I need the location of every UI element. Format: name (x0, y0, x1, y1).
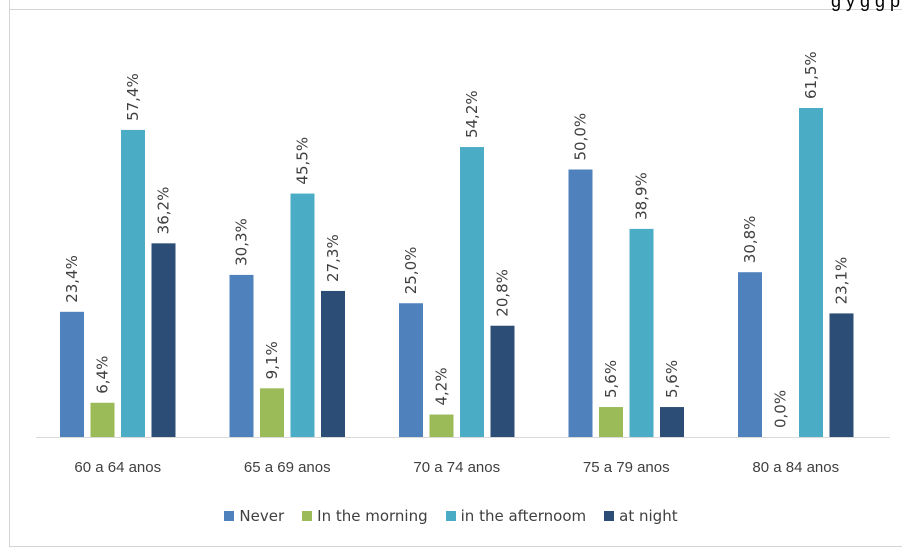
data-label: 23,4% (63, 255, 81, 303)
data-label: 20,8% (494, 269, 512, 317)
bar-in-the-afternoom-3 (629, 228, 654, 437)
bar-at-night-0 (151, 243, 176, 437)
bar-in-the-morning-0 (90, 402, 115, 437)
data-label: 27,3% (324, 234, 342, 282)
legend-item: Never (224, 507, 284, 525)
legend-item: in the afternoom (445, 506, 587, 525)
legend-item: In the morning (302, 506, 428, 525)
bar-never-1 (229, 274, 254, 437)
legend-label: In the morning (317, 506, 428, 525)
data-label: 57,4% (124, 73, 142, 121)
data-label: 50,0% (572, 113, 590, 161)
bar-at-night-4 (829, 313, 854, 437)
data-label: 23,1% (833, 257, 851, 305)
x-tick-label: 80 a 84 anos (752, 459, 839, 476)
data-label: 5,6% (602, 360, 620, 398)
data-label: 9,1% (263, 341, 281, 379)
data-label: 45,5% (294, 137, 312, 185)
data-label: 61,5% (802, 51, 820, 99)
legend-label: at night (619, 506, 678, 525)
x-tick-label: 75 a 79 anos (583, 459, 670, 476)
data-label: 0,0% (772, 390, 790, 428)
bar-never-2 (399, 303, 423, 437)
data-label: 36,2% (155, 187, 173, 235)
data-label: 4,2% (433, 367, 451, 405)
legend: Never In the morning in the afternoom at ni… (0, 506, 902, 525)
legend-swatch (302, 511, 313, 521)
bar-in-the-afternoom-1 (290, 193, 315, 437)
bar-at-night-2 (490, 325, 515, 437)
chart-top-border (9, 9, 902, 10)
data-label: 6,4% (94, 356, 112, 394)
data-label: 30,3% (233, 218, 251, 266)
data-label: 5,6% (663, 360, 681, 398)
legend-label: in the afternoom (460, 506, 587, 525)
legend-swatch (224, 511, 235, 521)
bar-in-the-morning-3 (599, 407, 623, 437)
data-label: 30,8% (741, 216, 759, 264)
x-tick-label: 70 a 74 anos (413, 459, 500, 476)
data-label: 54,2% (463, 90, 481, 138)
legend-swatch (604, 511, 615, 521)
legend-swatch (445, 511, 456, 521)
x-tick-label: 65 a 69 anos (244, 459, 331, 476)
bar-in-the-morning-2 (429, 414, 454, 437)
bar-in-the-afternoom-2 (460, 147, 484, 437)
bar-never-0 (60, 311, 84, 437)
bar-at-night-3 (660, 407, 684, 437)
legend-label: Never (239, 506, 285, 525)
data-label: 38,9% (633, 172, 651, 220)
x-tick-label: 60 a 64 anos (74, 459, 161, 476)
bar-in-the-afternoom-0 (121, 129, 145, 437)
bar-in-the-afternoom-4 (799, 107, 823, 437)
bar-at-night-1 (321, 290, 345, 437)
legend-item: at night (604, 506, 678, 525)
data-label: 25,0% (402, 247, 420, 295)
bar-in-the-morning-1 (260, 388, 284, 437)
clipped-header-text: g y g g p (830, 0, 900, 11)
bar-never-4 (738, 272, 762, 437)
bar-never-3 (568, 169, 593, 437)
